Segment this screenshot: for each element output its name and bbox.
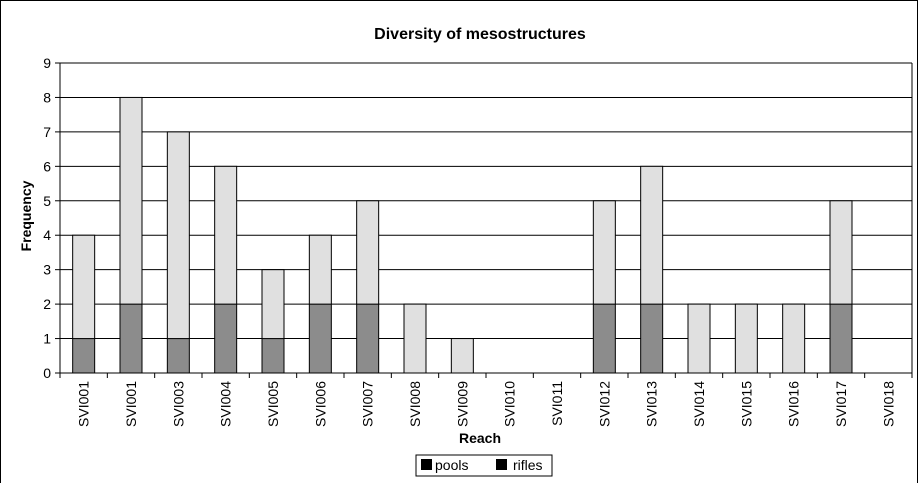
y-tick-label: 7: [43, 124, 51, 140]
y-tick-labels: 0 1 2 3 4 5 6 7 8 9: [43, 55, 51, 381]
x-tick-label: SVI008: [407, 381, 423, 427]
x-tick-label: SVI005: [265, 381, 281, 427]
x-axis-title: Reach: [459, 430, 501, 446]
y-tick-label: 9: [43, 55, 51, 71]
x-tick-label: SVI004: [218, 381, 234, 427]
bar-rifles-5: [308, 234, 332, 305]
bar-pools-12: [640, 303, 664, 374]
legend-box: [415, 454, 553, 477]
bars: [72, 96, 853, 374]
bar-pools-5: [308, 303, 332, 374]
bar-rifles-8: [450, 338, 474, 374]
x-tick-label: SVI013: [644, 381, 660, 427]
x-tick-label: SVI007: [360, 381, 376, 427]
y-tick-label: 1: [43, 331, 51, 347]
x-tick-label: SVI006: [312, 381, 328, 427]
x-tick-label: SVI001: [123, 381, 139, 427]
bar-pools-1: [119, 303, 143, 374]
legend-label-pools: pools: [435, 457, 468, 473]
y-tick-label: 2: [43, 296, 51, 312]
bar-pools-4: [261, 338, 285, 374]
bar-rifles-0: [72, 234, 96, 340]
bar-pools-3: [214, 303, 238, 374]
y-tick-label: 4: [43, 227, 51, 243]
bar-rifles-3: [214, 165, 238, 305]
legend-label-rifles: rifles: [513, 457, 543, 473]
legend-swatch-pools: [421, 459, 432, 470]
y-tick-label: 8: [43, 89, 51, 105]
legend-swatch-rifles: [496, 459, 507, 470]
bar-rifles-16: [829, 200, 853, 305]
bar-pools-16: [829, 303, 853, 374]
x-tick-label: SVI012: [596, 381, 612, 427]
x-tick-label: SVI017: [833, 381, 849, 427]
bar-rifles-7: [403, 303, 427, 374]
x-tick-label: SVI003: [170, 381, 186, 427]
bar-rifles-11: [592, 200, 616, 305]
x-tick-label: SVI001: [76, 381, 92, 427]
chart-title: Diversity of mesostructures: [374, 26, 586, 43]
bar-rifles-12: [640, 165, 664, 305]
x-tick-label: SVI009: [454, 381, 470, 427]
x-tick-labels: SVI001 SVI001 SVI003 SVI004 SVI005 SVI006 SVI0…: [76, 381, 897, 427]
y-axis-title: Frequency: [18, 180, 34, 251]
bar-pools-0: [72, 338, 96, 374]
bar-rifles-6: [356, 200, 380, 305]
x-tick-label: SVI015: [738, 381, 754, 427]
y-tick-label: 5: [43, 193, 51, 209]
gridlines: [60, 62, 912, 340]
axes: [55, 62, 913, 378]
bar-pools-2: [166, 338, 190, 374]
bar-rifles-4: [261, 269, 285, 340]
bar-rifles-14: [734, 303, 758, 374]
x-tick-label: SVI011: [549, 381, 565, 426]
y-tick-label: 0: [43, 365, 51, 381]
y-tick-label: 6: [43, 158, 51, 174]
legend: pools rifles: [415, 454, 553, 477]
x-tick-label: SVI010: [502, 381, 518, 427]
x-tick-label: SVI018: [880, 381, 896, 427]
bar-rifles-13: [687, 303, 711, 374]
bar-pools-6: [356, 303, 380, 374]
bar-rifles-2: [166, 131, 190, 340]
bar-pools-11: [592, 303, 616, 374]
x-tick-label: SVI014: [691, 381, 707, 427]
y-tick-label: 3: [43, 262, 51, 278]
x-tick-label: SVI016: [786, 381, 802, 427]
bar-rifles-15: [782, 303, 806, 374]
bar-rifles-1: [119, 96, 143, 305]
